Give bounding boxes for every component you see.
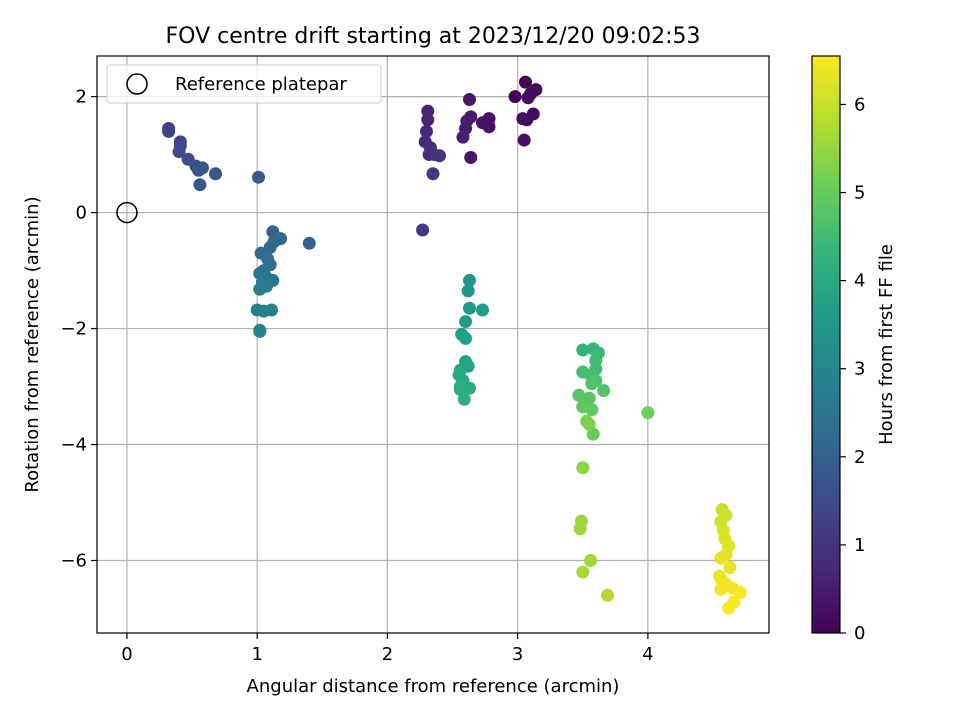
data-point (508, 90, 522, 104)
data-point (265, 303, 279, 317)
data-point (521, 91, 535, 105)
colorbar-ticks: 0 1 2 3 4 5 6 (840, 94, 865, 644)
data-point (585, 403, 599, 417)
data-point (433, 149, 447, 163)
data-point (572, 388, 586, 402)
x-tick-label: 4 (642, 644, 653, 665)
data-point (586, 427, 600, 441)
data-points (162, 75, 747, 615)
x-tick-label: 2 (382, 644, 393, 665)
y-tick-label: 2 (76, 87, 87, 108)
reference-marker-layer (116, 201, 138, 224)
x-tick-label: 1 (251, 644, 262, 665)
legend-box (106, 64, 382, 104)
y-tick-label: 0 (76, 203, 87, 224)
y-tick-label: −6 (60, 551, 87, 572)
data-point (733, 585, 747, 599)
legend-open-circle-marker (126, 73, 148, 95)
colorbar-tick-label: 6 (854, 94, 865, 115)
data-point (723, 560, 737, 574)
colorbar-tick-label: 5 (854, 183, 865, 204)
data-point (584, 554, 598, 568)
legend: Reference platepar (106, 64, 382, 104)
data-point (576, 565, 590, 579)
colorbar: 0 1 2 3 4 5 6 Hours from first FF file (811, 55, 897, 644)
data-point (162, 124, 176, 138)
data-point (464, 150, 478, 164)
data-point (518, 75, 532, 89)
x-axis-label: Angular distance from reference (arcmin) (247, 676, 620, 697)
data-point (426, 167, 440, 181)
data-point (419, 124, 433, 138)
data-point (576, 343, 590, 357)
data-point (253, 282, 267, 296)
colorbar-tick-label: 1 (854, 535, 865, 556)
data-point (253, 324, 267, 338)
data-point (251, 170, 265, 184)
data-point (459, 331, 473, 345)
data-point (475, 303, 489, 317)
colorbar-tick-label: 3 (854, 359, 865, 380)
colorbar-gradient (811, 55, 841, 634)
y-axis-label: Rotation from reference (arcmin) (22, 196, 43, 492)
data-point (714, 583, 728, 597)
data-point (714, 551, 728, 565)
data-point (573, 522, 587, 536)
chart-title: FOV centre drift starting at 2023/12/20 … (166, 24, 701, 49)
data-point (482, 120, 496, 134)
x-axis-ticks: 0 1 2 3 4 (121, 633, 654, 665)
y-tick-label: −4 (60, 435, 87, 456)
data-point (193, 178, 207, 192)
data-point (517, 133, 531, 147)
data-point (641, 406, 655, 420)
legend-label: Reference platepar (175, 74, 347, 95)
data-point (416, 223, 430, 237)
data-point (722, 601, 736, 615)
x-tick-label: 0 (121, 644, 132, 665)
data-point (456, 130, 470, 144)
data-point (585, 377, 599, 391)
data-point (576, 461, 590, 475)
data-point (302, 236, 316, 250)
data-point (209, 167, 223, 181)
data-point (457, 392, 471, 406)
colorbar-label: Hours from first FF file (876, 244, 897, 445)
data-point (192, 163, 206, 177)
data-point (462, 301, 476, 315)
data-point (453, 382, 467, 396)
data-point (172, 145, 186, 159)
data-point (516, 112, 530, 126)
data-point (459, 315, 473, 329)
data-point (597, 384, 611, 398)
grid-lines (97, 56, 769, 633)
data-point (582, 417, 596, 431)
reference-platepar-marker (116, 201, 138, 224)
colorbar-tick-label: 2 (854, 447, 865, 468)
y-tick-label: −2 (60, 319, 87, 340)
plot-frame (96, 55, 770, 634)
data-point (601, 588, 615, 602)
data-point (462, 273, 476, 287)
data-point (462, 92, 476, 106)
colorbar-tick-label: 4 (854, 271, 865, 292)
colorbar-tick-label: 0 (854, 623, 865, 644)
y-axis-ticks: −6 −4 −2 0 2 (60, 87, 97, 572)
x-tick-label: 3 (512, 644, 523, 665)
data-point (421, 113, 435, 127)
data-point (461, 284, 475, 298)
